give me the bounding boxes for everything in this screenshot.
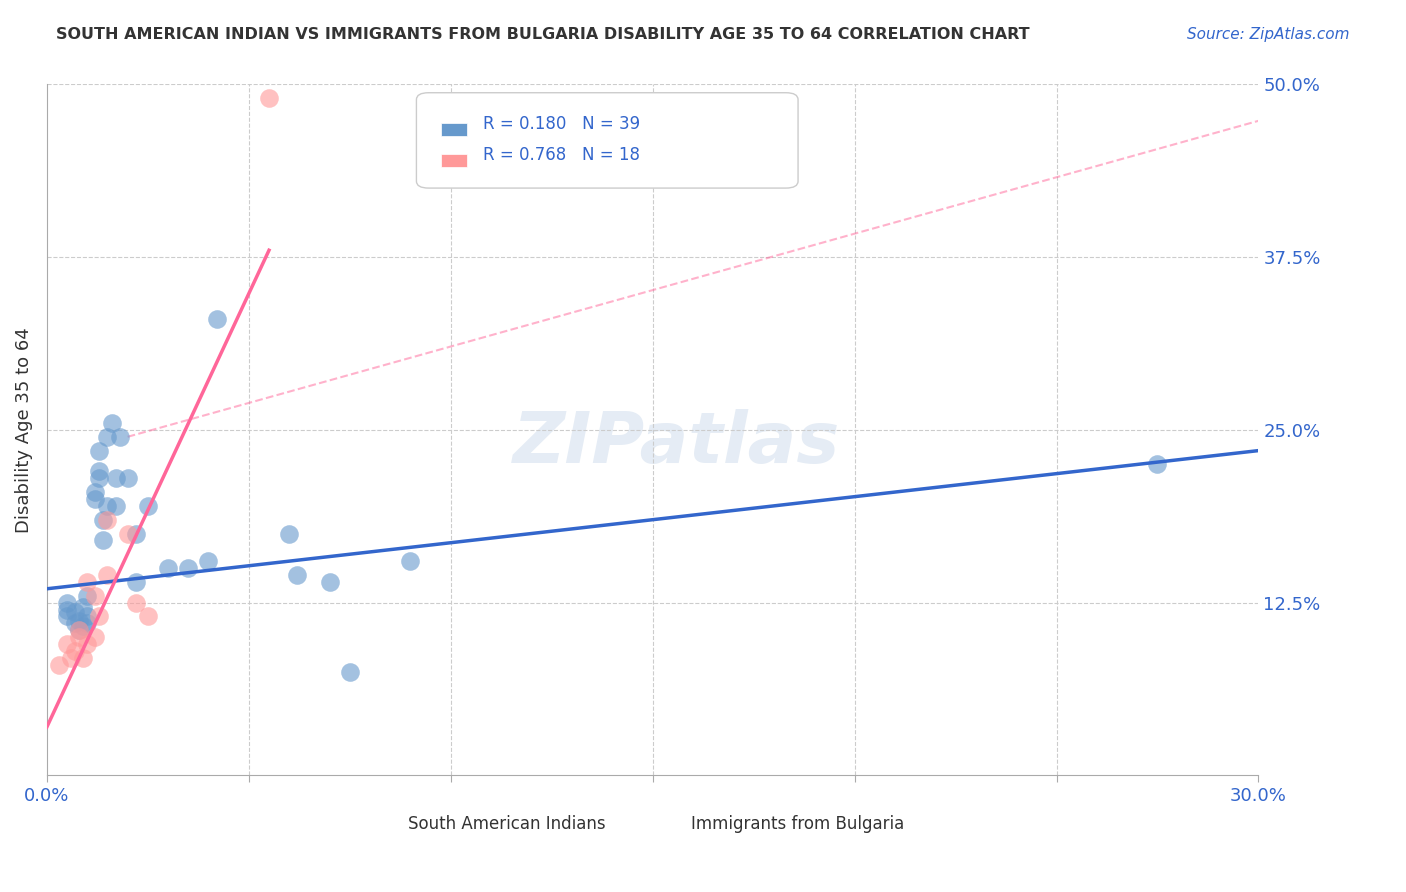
Point xyxy=(56,596,79,610)
Y-axis label: Disability Age 35 to 64: Disability Age 35 to 64 xyxy=(15,327,32,533)
FancyBboxPatch shape xyxy=(440,153,467,168)
Point xyxy=(60,651,83,665)
Point xyxy=(67,614,90,628)
Point xyxy=(76,637,98,651)
Point xyxy=(399,554,422,568)
Point xyxy=(76,589,98,603)
Point xyxy=(197,554,219,568)
Point xyxy=(100,416,122,430)
Point xyxy=(93,513,115,527)
Point xyxy=(93,533,115,548)
Point xyxy=(125,526,148,541)
Point xyxy=(67,624,90,638)
Point xyxy=(76,609,98,624)
Point xyxy=(136,499,159,513)
Text: SOUTH AMERICAN INDIAN VS IMMIGRANTS FROM BULGARIA DISABILITY AGE 35 TO 64 CORREL: SOUTH AMERICAN INDIAN VS IMMIGRANTS FROM… xyxy=(56,27,1029,42)
Point xyxy=(96,568,118,582)
Point xyxy=(63,644,86,658)
Point xyxy=(72,651,94,665)
FancyBboxPatch shape xyxy=(707,819,734,834)
Point xyxy=(84,485,107,500)
Point xyxy=(76,574,98,589)
Text: Source: ZipAtlas.com: Source: ZipAtlas.com xyxy=(1187,27,1350,42)
FancyBboxPatch shape xyxy=(416,93,799,188)
Point xyxy=(177,561,200,575)
Point xyxy=(278,526,301,541)
Point xyxy=(125,596,148,610)
Point xyxy=(67,624,90,638)
Text: R = 0.180   N = 39: R = 0.180 N = 39 xyxy=(484,115,640,133)
Point xyxy=(89,609,111,624)
Point xyxy=(117,471,139,485)
Point xyxy=(157,561,180,575)
Point xyxy=(84,589,107,603)
Text: Immigrants from Bulgaria: Immigrants from Bulgaria xyxy=(692,814,904,833)
Text: ZIPatlas: ZIPatlas xyxy=(513,409,841,478)
Point xyxy=(136,609,159,624)
Point xyxy=(125,574,148,589)
Point xyxy=(72,619,94,633)
Point xyxy=(63,616,86,631)
Point xyxy=(56,609,79,624)
Point xyxy=(63,605,86,619)
Point xyxy=(104,471,127,485)
Point xyxy=(89,443,111,458)
Text: R = 0.768   N = 18: R = 0.768 N = 18 xyxy=(484,146,640,164)
FancyBboxPatch shape xyxy=(405,819,432,834)
Point xyxy=(318,574,340,589)
Point xyxy=(117,526,139,541)
Point xyxy=(56,637,79,651)
Point xyxy=(89,471,111,485)
Point xyxy=(285,568,308,582)
Point xyxy=(84,630,107,644)
Point xyxy=(96,430,118,444)
Point xyxy=(257,91,280,105)
Point xyxy=(56,602,79,616)
FancyBboxPatch shape xyxy=(440,122,467,136)
Text: South American Indians: South American Indians xyxy=(409,814,606,833)
Point xyxy=(84,491,107,506)
Point xyxy=(104,499,127,513)
Point xyxy=(108,430,131,444)
Point xyxy=(76,616,98,631)
Point xyxy=(205,312,228,326)
Point xyxy=(89,464,111,478)
Point xyxy=(72,599,94,614)
Point xyxy=(67,630,90,644)
Point xyxy=(96,499,118,513)
Point xyxy=(339,665,361,679)
Point xyxy=(48,657,70,672)
Point xyxy=(96,513,118,527)
Point xyxy=(1146,458,1168,472)
